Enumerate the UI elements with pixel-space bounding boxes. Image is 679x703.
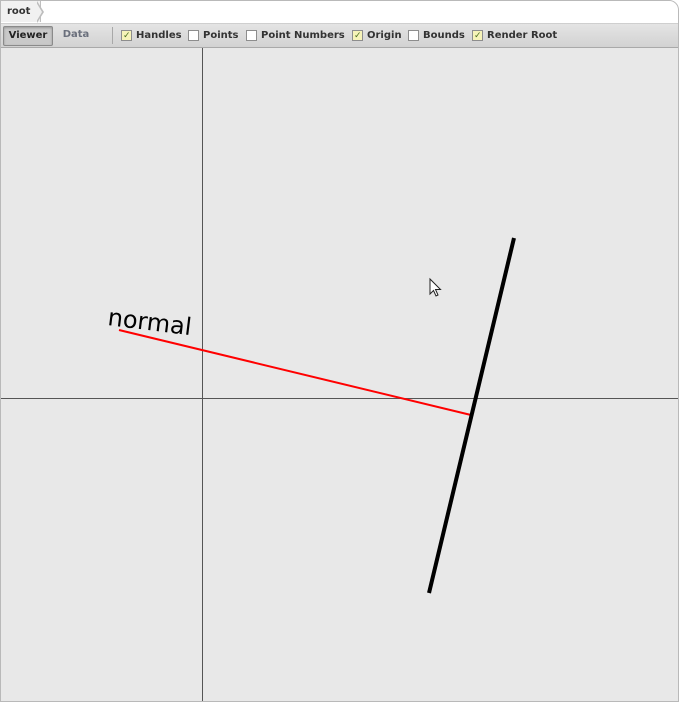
toolbar: Viewer Data ✓ Handles Points Point Numbe… (1, 24, 678, 48)
handles-label: Handles (136, 30, 182, 41)
check-icon: ✓ (354, 31, 362, 41)
origin-label: Origin (367, 30, 402, 41)
normal-vector-line (118, 329, 472, 416)
render-root-checkbox[interactable]: ✓ (472, 30, 483, 41)
cursor-icon (429, 277, 442, 297)
toolbar-separator (112, 27, 113, 44)
breadcrumb: root (1, 1, 678, 24)
points-label: Points (203, 30, 239, 41)
canvas-svg: normal (1, 48, 678, 701)
viewer-canvas[interactable]: normal (1, 48, 678, 701)
point-numbers-checkbox[interactable] (246, 30, 257, 41)
render-root-label: Render Root (487, 30, 558, 41)
bounds-checkbox[interactable] (408, 30, 419, 41)
tab-viewer[interactable]: Viewer (3, 26, 53, 46)
bounds-label: Bounds (423, 30, 465, 41)
breadcrumb-arrow-inner (36, 2, 42, 22)
point-numbers-label: Point Numbers (261, 30, 345, 41)
check-icon: ✓ (474, 31, 482, 41)
check-icon: ✓ (123, 31, 131, 41)
handles-checkbox[interactable]: ✓ (121, 30, 132, 41)
tab-data[interactable]: Data (62, 29, 90, 40)
canvas-background (1, 48, 678, 701)
points-checkbox[interactable] (188, 30, 199, 41)
line-segment[interactable] (427, 237, 516, 594)
origin-checkbox[interactable]: ✓ (352, 30, 363, 41)
